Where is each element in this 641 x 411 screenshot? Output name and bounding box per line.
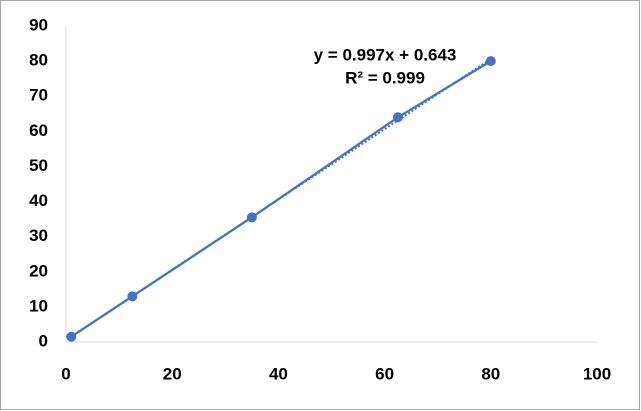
point	[246, 212, 257, 223]
y-tick-label: 50	[29, 156, 48, 175]
y-tick-label: 90	[29, 15, 48, 34]
x-tick-label: 20	[163, 364, 182, 383]
x-tick-label: 40	[269, 364, 288, 383]
y-tick-label: 60	[29, 121, 48, 140]
point	[66, 331, 77, 342]
point	[127, 291, 138, 302]
x-tick-label: 0	[61, 364, 70, 383]
y-tick-label: 0	[39, 331, 48, 350]
trendline-r2: R² = 0.999	[345, 68, 425, 87]
y-tick-label: 20	[29, 261, 48, 280]
trendline-equation: y = 0.997x + 0.643	[314, 45, 457, 64]
y-tick-label: 10	[29, 296, 48, 315]
y-tick-label: 80	[29, 51, 48, 70]
x-tick-label: 100	[583, 364, 611, 383]
x-tick-label: 60	[375, 364, 394, 383]
y-tick-label: 40	[29, 191, 48, 210]
y-tick-label: 30	[29, 226, 48, 245]
x-tick-label: 80	[481, 364, 500, 383]
y-tick-label: 70	[29, 86, 48, 105]
point	[392, 112, 403, 123]
point	[485, 56, 496, 67]
